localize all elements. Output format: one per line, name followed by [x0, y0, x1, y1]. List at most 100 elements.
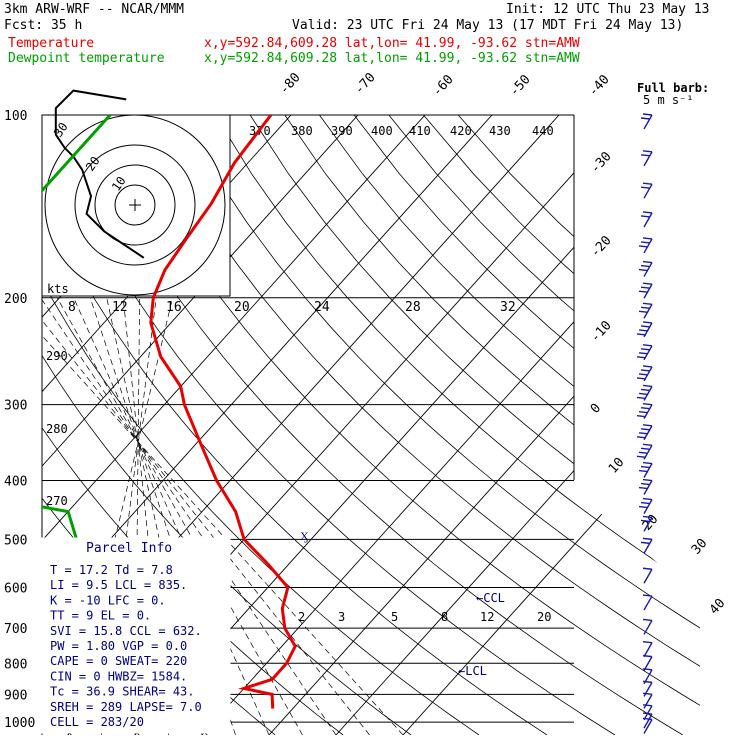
- wind-barb-flag: [640, 325, 651, 328]
- wind-barb-staff: [643, 642, 653, 658]
- wind-barb-staff: [643, 183, 653, 199]
- wind-barb-flag: [638, 505, 649, 509]
- hodograph-ring: [44, 114, 226, 296]
- parcel-info-line: PW = 1.80 VGP = 0.0: [50, 639, 187, 653]
- mixing-ratio-label: 12: [480, 610, 494, 624]
- isotherm-label: -40: [586, 72, 613, 99]
- wind-barb-flag: [638, 410, 649, 414]
- isotherm-line: [42, 115, 426, 735]
- parcel-info-line: Tc = 36.9 SHEAR= 43.: [50, 685, 195, 699]
- wind-barb-flag: [642, 113, 653, 116]
- wind-barb-flag: [642, 402, 653, 406]
- hodograph-ring-label: 10: [109, 174, 129, 194]
- wind-barb-staff: [643, 283, 653, 299]
- wind-barb-flag: [642, 654, 653, 658]
- wind-barb-flag: [640, 482, 651, 486]
- wind-barb-flag: [642, 443, 653, 447]
- wind-barbs: [636, 113, 653, 734]
- dry-adiabat: [388, 115, 700, 735]
- ccl-annotation: ←CCL: [476, 591, 505, 605]
- mixing-ratio-label: 5: [391, 610, 398, 624]
- wind-barb-flag: [642, 182, 653, 185]
- dewpoint-legend: Dewpoint temperature: [8, 51, 165, 66]
- speed-scale-label: 16: [166, 300, 182, 315]
- pressure-tick-label: 900: [4, 688, 27, 703]
- dry-adiabat: [42, 115, 616, 735]
- wind-barb-flag: [638, 329, 649, 332]
- dry-adiabat: [284, 115, 700, 735]
- parcel-info-line: CIN = 0 HWBZ= 1584.: [50, 669, 187, 683]
- wind-barb-staff: [643, 694, 653, 709]
- theta-label: 270: [46, 494, 68, 508]
- wind-barb-flag: [640, 348, 651, 351]
- wind-barb-flag: [642, 641, 653, 644]
- isotherm-label: 30: [689, 536, 711, 558]
- wind-barb-flag: [642, 668, 653, 671]
- wind-barb-flag: [640, 388, 651, 392]
- wind-barb-flag: [638, 469, 649, 473]
- wind-barb-staff: [643, 517, 653, 532]
- hodograph-trace: [54, 89, 145, 259]
- wind-barb-flag: [640, 286, 651, 289]
- speed-scale-label: 28: [405, 300, 421, 315]
- wind-barb-flag: [642, 321, 653, 324]
- wind-barb-flag: [642, 211, 653, 214]
- wind-barb-flag: [638, 290, 649, 293]
- speed-scale-label: 12: [112, 300, 128, 315]
- dewpoint-location: x,y=592.84,609.28 lat,lon= 41.99, -93.62…: [204, 51, 580, 66]
- parcel-info-title: Parcel Info: [86, 541, 172, 556]
- pressure-tick-label: 300: [4, 399, 27, 414]
- dry-adiabat: [353, 115, 700, 735]
- wind-barb-flag: [640, 306, 651, 309]
- theta-label: 400: [371, 124, 393, 138]
- pressure-tick-label: 700: [4, 622, 27, 637]
- wind-barb-flag: [638, 486, 649, 490]
- theta-label: 390: [331, 124, 353, 138]
- pressure-tick-label: 400: [4, 475, 27, 490]
- moist-adiabat: [42, 297, 337, 735]
- wind-barb-staff: [643, 303, 653, 319]
- speed-scale-label: 32: [500, 300, 516, 315]
- wind-barb-flag: [640, 215, 651, 218]
- parcel-info-line: SREH = 289 LAPSE= 7.0: [50, 700, 202, 714]
- wind-barb-flag: [642, 344, 653, 347]
- mixing-ratio-label: 20: [537, 610, 551, 624]
- parcel-info-line: T = 17.2 Td = 7.8: [50, 563, 173, 577]
- isotherm-line: [402, 115, 700, 735]
- wind-barb-staff: [643, 114, 653, 130]
- moist-adiabat: [42, 297, 404, 735]
- wind-barb-flag: [640, 428, 651, 431]
- isotherm-label: -20: [588, 233, 615, 260]
- wind-barb-staff: [643, 568, 653, 584]
- wind-barb-flag: [640, 447, 651, 451]
- wind-barb-flag: [642, 478, 653, 482]
- wind-barb-flag: [636, 377, 647, 380]
- theta-label: 410: [409, 124, 431, 138]
- parcel-info-line: TT = 9 EL = 0.: [50, 609, 151, 623]
- dry-adiabat: [76, 115, 684, 735]
- hodograph-ring: [94, 164, 176, 246]
- wind-barb-staff: [643, 539, 653, 554]
- mixing-ratio-label: 2: [298, 610, 305, 624]
- theta-label: 280: [46, 422, 68, 436]
- wind-barb-flag: [638, 352, 649, 355]
- dry-adiabat: [0, 115, 3, 735]
- wind-barb-flag: [638, 451, 649, 455]
- moist-adiabat: [42, 297, 370, 735]
- isotherm-label: 10: [606, 455, 628, 477]
- wind-barb-flag: [642, 680, 653, 684]
- wind-barb-flag: [640, 369, 651, 372]
- hodograph-units: kts: [47, 282, 69, 296]
- wind-barb-flag: [642, 461, 653, 465]
- pressure-tick-label: 500: [4, 533, 27, 548]
- parcel-info-panel: Parcel Info T = 17.2 Td = 7.8LI = 9.5 LCL…: [41, 537, 231, 734]
- wind-barb-flag: [642, 365, 653, 368]
- parcel-panel-bg: [41, 537, 231, 734]
- hodograph-ring: [114, 184, 156, 226]
- storm-marker: Ӽ: [300, 529, 309, 543]
- init-time: Init: 12 UTC Thu 23 May 13: [506, 2, 710, 17]
- wind-barb-staff: [643, 595, 653, 611]
- speed-scale-label: 24: [314, 300, 330, 315]
- theta-label: 430: [489, 124, 511, 138]
